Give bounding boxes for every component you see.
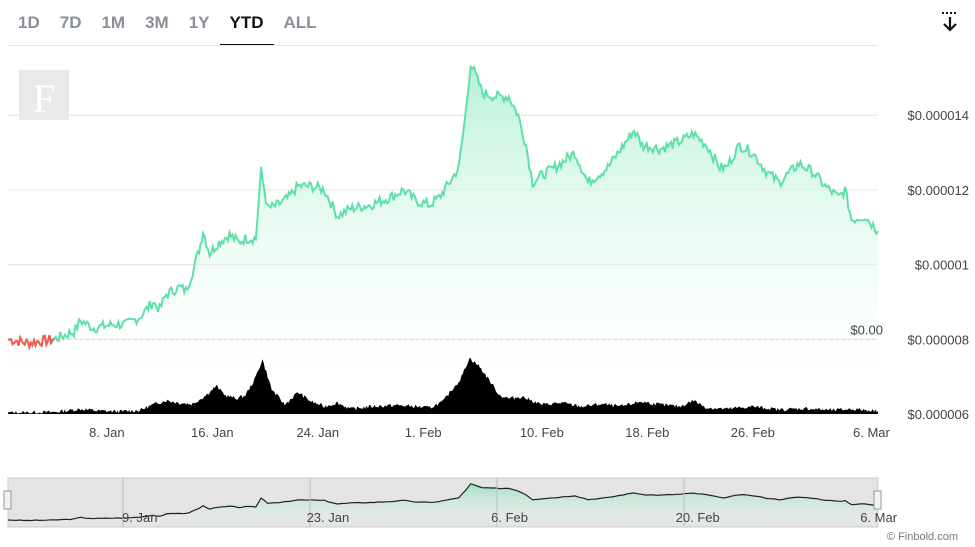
navigator-line bbox=[7, 483, 879, 522]
y-tick-label: $0.000008 bbox=[908, 332, 969, 347]
navigator-tick-label: 20. Feb bbox=[676, 510, 720, 525]
toolbar-divider bbox=[8, 45, 878, 46]
tab-1y[interactable]: 1Y bbox=[188, 13, 210, 32]
tab-1m[interactable]: 1M bbox=[101, 13, 126, 32]
x-tick-label: 10. Feb bbox=[520, 425, 564, 440]
current-price-label: $0.00 bbox=[850, 322, 883, 337]
y-tick-label: $0.000006 bbox=[908, 407, 969, 422]
credit: © Finbold.com bbox=[886, 531, 958, 543]
price-line-down bbox=[7, 334, 55, 351]
price-area bbox=[8, 66, 878, 414]
navigator-handle-right bbox=[873, 490, 882, 510]
navigator-tick-label: 9. Jan bbox=[122, 510, 157, 525]
x-tick-label: 6. Mar bbox=[853, 425, 891, 440]
tab-1d[interactable]: 1D bbox=[18, 13, 40, 32]
navigator-tick-label: 23. Jan bbox=[307, 510, 350, 525]
x-tick-label: 16. Jan bbox=[191, 425, 234, 440]
navigator[interactable]: 9. Jan 23. Jan 6. Feb 20. Feb 6. Mar bbox=[3, 477, 898, 528]
watermark-logo: F bbox=[19, 70, 69, 121]
y-tick-label: $0.00001 bbox=[915, 258, 969, 273]
x-axis: 8. Jan 16. Jan 24. Jan 1. Feb 10. Feb 18. Feb… bbox=[89, 425, 890, 440]
x-tick-label: 26. Feb bbox=[731, 425, 775, 440]
download-icon[interactable] bbox=[939, 10, 961, 34]
y-tick-label: $0.000014 bbox=[908, 108, 969, 123]
tab-all[interactable]: ALL bbox=[283, 13, 317, 32]
navigator-area bbox=[8, 483, 878, 527]
x-tick-label: 24. Jan bbox=[296, 425, 339, 440]
tab-3m[interactable]: 3M bbox=[145, 13, 169, 32]
y-axis: $0.000006 $0.000008 $0.00001 $0.000012 $0.00… bbox=[908, 108, 969, 422]
y-tick-label: $0.000012 bbox=[908, 183, 969, 198]
navigator-handle-left bbox=[3, 490, 12, 510]
volume-bars bbox=[8, 358, 878, 414]
navigator-tick-label: 6. Feb bbox=[491, 510, 528, 525]
svg-text:F: F bbox=[33, 76, 55, 121]
price-line bbox=[7, 64, 879, 351]
x-tick-label: 18. Feb bbox=[625, 425, 669, 440]
navigator-tick-label: 6. Mar bbox=[860, 510, 898, 525]
x-tick-label: 8. Jan bbox=[89, 425, 124, 440]
tab-7d[interactable]: 7D bbox=[59, 13, 82, 32]
x-tick-label: 1. Feb bbox=[405, 425, 442, 440]
